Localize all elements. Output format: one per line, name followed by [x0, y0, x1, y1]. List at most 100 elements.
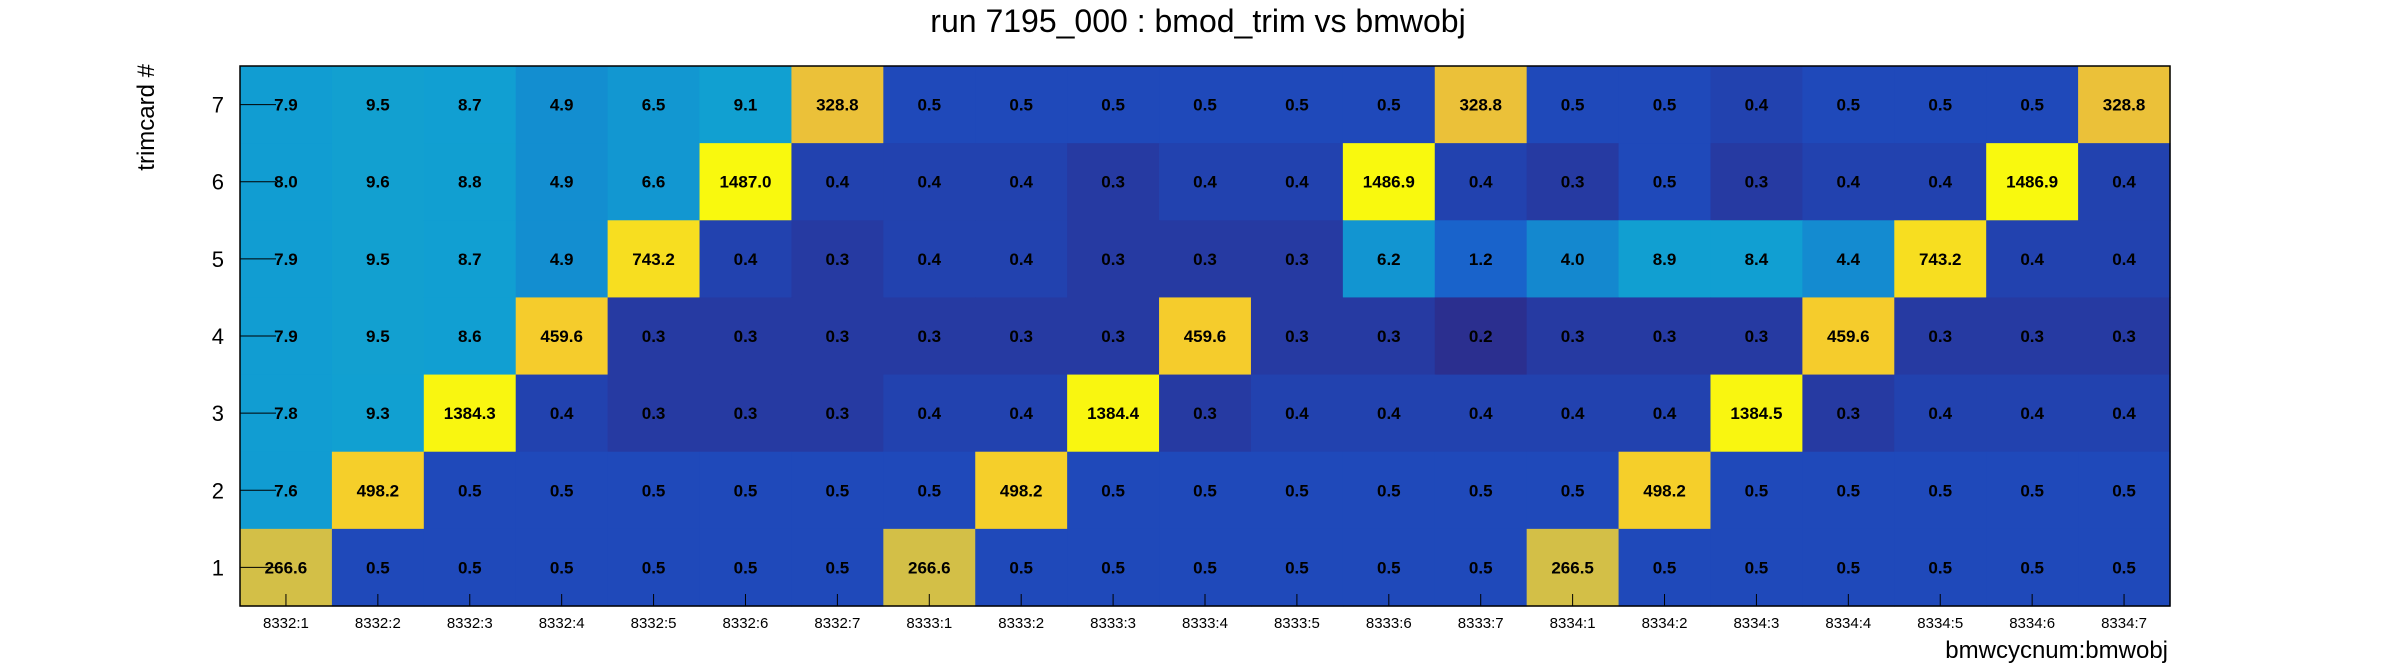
heatmap-cell	[1894, 220, 1987, 299]
cell-value-label: 0.4	[1009, 404, 1033, 423]
cell-value-label: 9.5	[366, 96, 390, 115]
x-tick-label: 8334:3	[1733, 615, 1779, 632]
cell-value-label: 328.8	[2103, 96, 2146, 115]
cell-value-label: 0.3	[1009, 327, 1033, 346]
cell-value-label: 0.4	[2112, 173, 2136, 192]
heatmap-cell	[791, 374, 884, 453]
cell-value-label: 9.1	[734, 96, 758, 115]
heatmap-cell	[1159, 528, 1252, 607]
heatmap-cell	[1250, 451, 1344, 530]
heatmap-cell	[1894, 451, 1987, 530]
cell-value-label: 0.5	[917, 481, 941, 500]
heatmap-cell	[1434, 374, 1528, 453]
cell-value-label: 459.6	[1827, 327, 1870, 346]
heatmap-cell	[791, 528, 884, 607]
cell-labels: 7.9 9.5 8.7 4.9 6.5 9.1 328.8 0.5 0.5 0.5 0.5 0.5 0.…	[265, 96, 2146, 578]
x-tick-label: 8332:5	[631, 615, 677, 632]
cell-value-label: 0.3	[1561, 173, 1585, 192]
heatmap-cell	[883, 528, 976, 607]
cell-value-label: 1.2	[1469, 250, 1493, 269]
heatmap-cell	[1434, 528, 1528, 607]
heatmap-cell	[1159, 220, 1252, 299]
cell-value-label: 0.4	[2112, 404, 2136, 423]
heatmap-cell	[423, 451, 517, 530]
cell-value-label: 0.3	[1285, 327, 1309, 346]
heatmap-cell	[1710, 451, 1803, 530]
heatmap-cell	[1618, 66, 1712, 144]
heatmap-cell	[1894, 374, 1987, 453]
heatmap-cell	[1618, 528, 1712, 607]
cell-value-label: 4.9	[550, 173, 574, 192]
cell-value-label: 0.4	[1285, 404, 1309, 423]
heatmap-cell	[1802, 451, 1895, 530]
x-tick-label: 8333:6	[1366, 615, 1412, 632]
cell-value-label: 9.6	[366, 173, 390, 192]
heatmap-cell	[1986, 66, 2079, 144]
cell-value-label: 0.5	[1837, 481, 1861, 500]
heatmap-cell	[1250, 528, 1344, 607]
cell-value-label: 6.2	[1377, 250, 1401, 269]
cell-value-label: 0.3	[2112, 327, 2136, 346]
heatmap-cell	[1710, 374, 1803, 453]
cell-value-label: 0.5	[1928, 96, 1952, 115]
cell-value-label: 0.4	[2020, 404, 2044, 423]
cell-value-label: 743.2	[1919, 250, 1962, 269]
heatmap-cell	[1710, 220, 1803, 299]
x-tick-label: 8332:4	[539, 615, 585, 632]
heatmap-cell	[515, 451, 609, 530]
cell-value-label: 0.5	[1377, 558, 1401, 577]
cell-value-label: 0.5	[642, 558, 666, 577]
heatmap-cell	[699, 66, 793, 144]
heatmap-cell	[1342, 220, 1436, 299]
heatmap-cell	[1250, 66, 1344, 144]
heatmap-cell	[515, 528, 609, 607]
axis-ticks	[240, 104, 2125, 606]
heatmap-cell	[883, 220, 976, 299]
cell-value-label: 0.5	[1377, 481, 1401, 500]
heatmap-cell	[1342, 374, 1436, 453]
cell-value-label: 0.3	[1377, 327, 1401, 346]
heatmap-cell	[1067, 374, 1160, 453]
cell-value-label: 459.6	[1184, 327, 1227, 346]
heatmap-cell	[699, 374, 793, 453]
cell-value-label: 9.5	[366, 327, 390, 346]
cell-value-label: 0.3	[826, 404, 850, 423]
cell-value-label: 0.4	[2020, 250, 2044, 269]
heatmap-cell	[883, 374, 976, 453]
heatmap-cell	[1067, 297, 1160, 376]
heatmap-cell	[331, 66, 425, 144]
chart-title: run 7195_000 : bmod_trim vs bmwobj	[930, 3, 1465, 39]
x-tick-label: 8333:7	[1458, 615, 1504, 632]
cell-value-label: 7.9	[274, 327, 298, 346]
cell-value-label: 0.3	[826, 250, 850, 269]
heatmap-cell	[1802, 297, 1895, 376]
heatmap-cell	[1067, 528, 1160, 607]
y-tick-label: 4	[212, 324, 224, 349]
cell-value-label: 498.2	[1000, 481, 1043, 500]
heatmap-cell	[1986, 451, 2079, 530]
heatmap-cell	[1434, 66, 1528, 144]
x-tick-label: 8333:3	[1090, 615, 1136, 632]
heatmap-cell	[331, 297, 425, 376]
heatmap-cell	[1526, 528, 1620, 607]
x-tick-label: 8334:1	[1550, 615, 1596, 632]
heatmap-cell	[1067, 143, 1160, 221]
heatmap-cell	[1159, 143, 1252, 221]
cell-value-label: 0.5	[1193, 558, 1217, 577]
heatmap-cell	[423, 66, 517, 144]
heatmap-cell	[515, 143, 609, 221]
cell-value-label: 328.8	[816, 96, 859, 115]
cell-value-label: 266.5	[1551, 558, 1594, 577]
x-tick-label: 8333:4	[1182, 615, 1228, 632]
heatmap-cell	[1067, 66, 1160, 144]
cell-value-label: 7.6	[274, 481, 298, 500]
cell-value-label: 0.5	[1101, 96, 1125, 115]
cell-value-label: 1384.3	[444, 404, 496, 423]
heatmap-cell	[1710, 297, 1803, 376]
cell-value-label: 0.5	[1285, 96, 1309, 115]
cell-value-label: 0.4	[826, 173, 850, 192]
heatmap-cell	[1434, 220, 1528, 299]
heatmap-cell	[1434, 297, 1528, 376]
y-tick-label: 7	[212, 93, 224, 118]
